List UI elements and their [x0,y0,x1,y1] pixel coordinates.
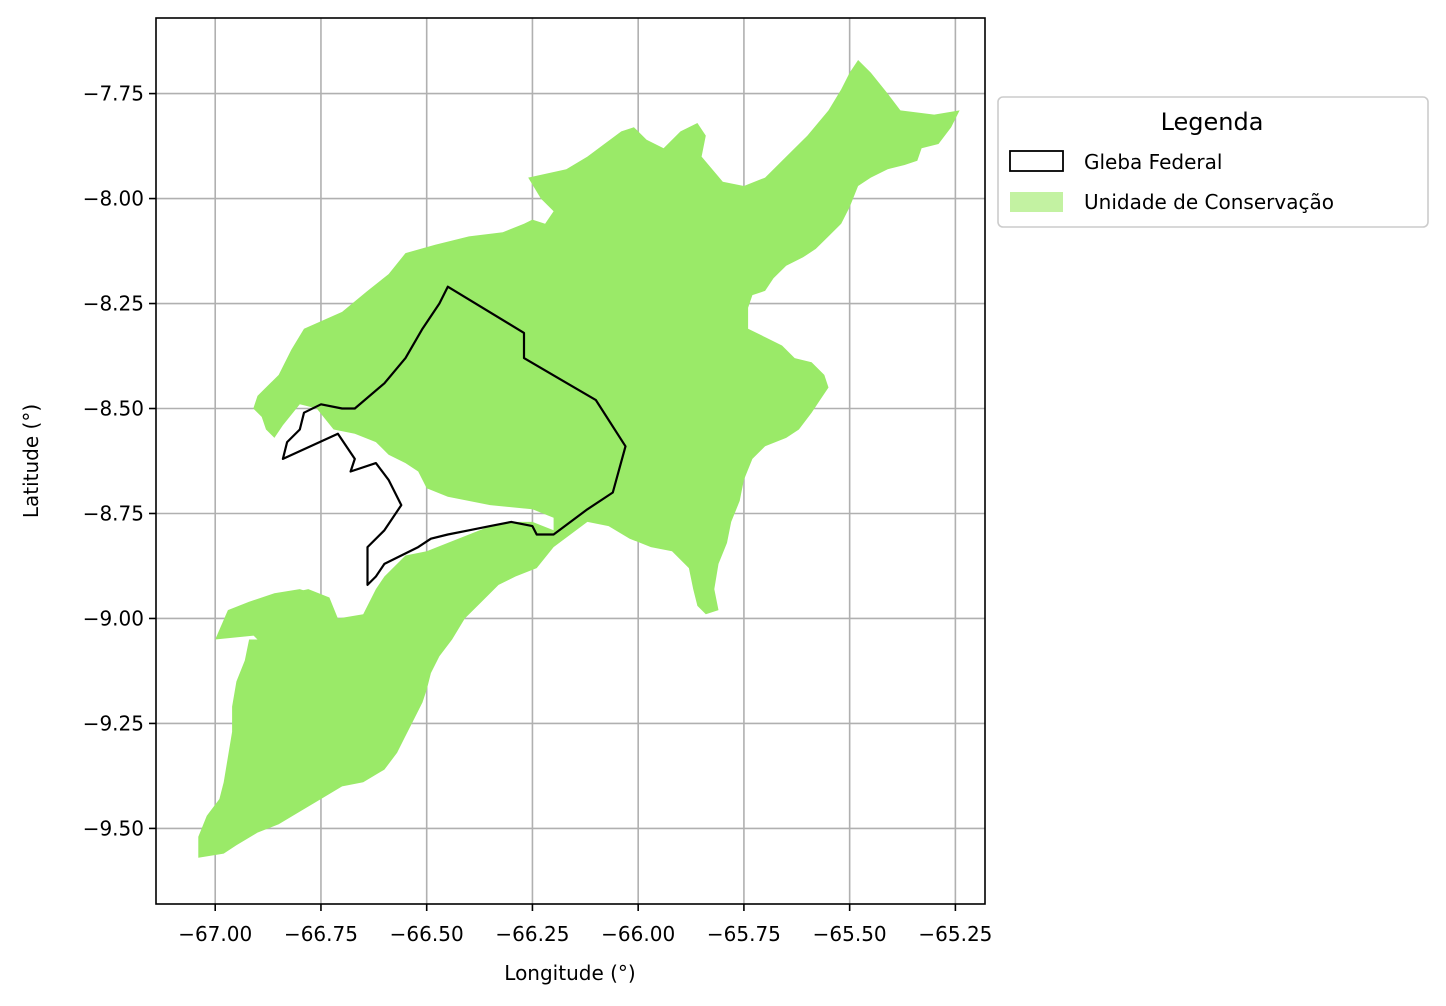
y-tick-label: −9.00 [83,606,144,630]
y-tick-label: −7.75 [83,82,144,106]
legend-swatch-unidade-conservacao [1010,192,1063,212]
y-tick-label: −8.75 [83,501,144,525]
y-axis-label: Latitude (°) [19,404,43,518]
y-axis-ticks: −7.75 −8.00 −8.25 −8.50 −8.75 −9.00 −9.25 −9.50 [83,82,156,840]
x-tick-label: −65.50 [813,922,887,946]
legend-swatch-gleba-federal [1009,150,1064,172]
x-axis-label: Longitude (°) [504,961,635,985]
y-tick-label: −8.25 [83,292,144,316]
y-tick-label: −9.25 [83,711,144,735]
x-tick-label: −66.50 [390,922,464,946]
legend: Legenda Gleba Federal Unidade de Conserv… [997,96,1429,228]
y-tick-label: −8.00 [83,187,144,211]
legend-label-gleba-federal: Gleba Federal [1084,150,1222,174]
map-layers [198,60,960,858]
axes-frame [155,17,986,905]
gleba-federal-boundary [281,285,627,587]
legend-frame [997,96,1429,228]
legend-label-unidade-conservacao: Unidade de Conservação [1084,190,1334,214]
x-tick-label: −66.25 [495,922,569,946]
y-tick-label: −8.50 [83,397,144,421]
x-tick-label: −66.75 [284,922,358,946]
x-tick-label: −66.00 [601,922,675,946]
x-tick-label: −67.00 [178,922,252,946]
map-axes: −67.00 −66.75 −66.50 −66.25 −66.00 −65.75 −65.… [83,17,992,946]
unidade-conservacao-area [198,60,960,858]
x-axis-ticks: −67.00 −66.75 −66.50 −66.25 −66.00 −65.75 −65.… [178,904,992,946]
x-tick-label: −65.25 [918,922,992,946]
unidade-conservacao-area [215,589,317,640]
y-tick-label: −9.50 [83,816,144,840]
legend-title: Legenda [1161,108,1264,136]
x-tick-label: −65.75 [707,922,781,946]
